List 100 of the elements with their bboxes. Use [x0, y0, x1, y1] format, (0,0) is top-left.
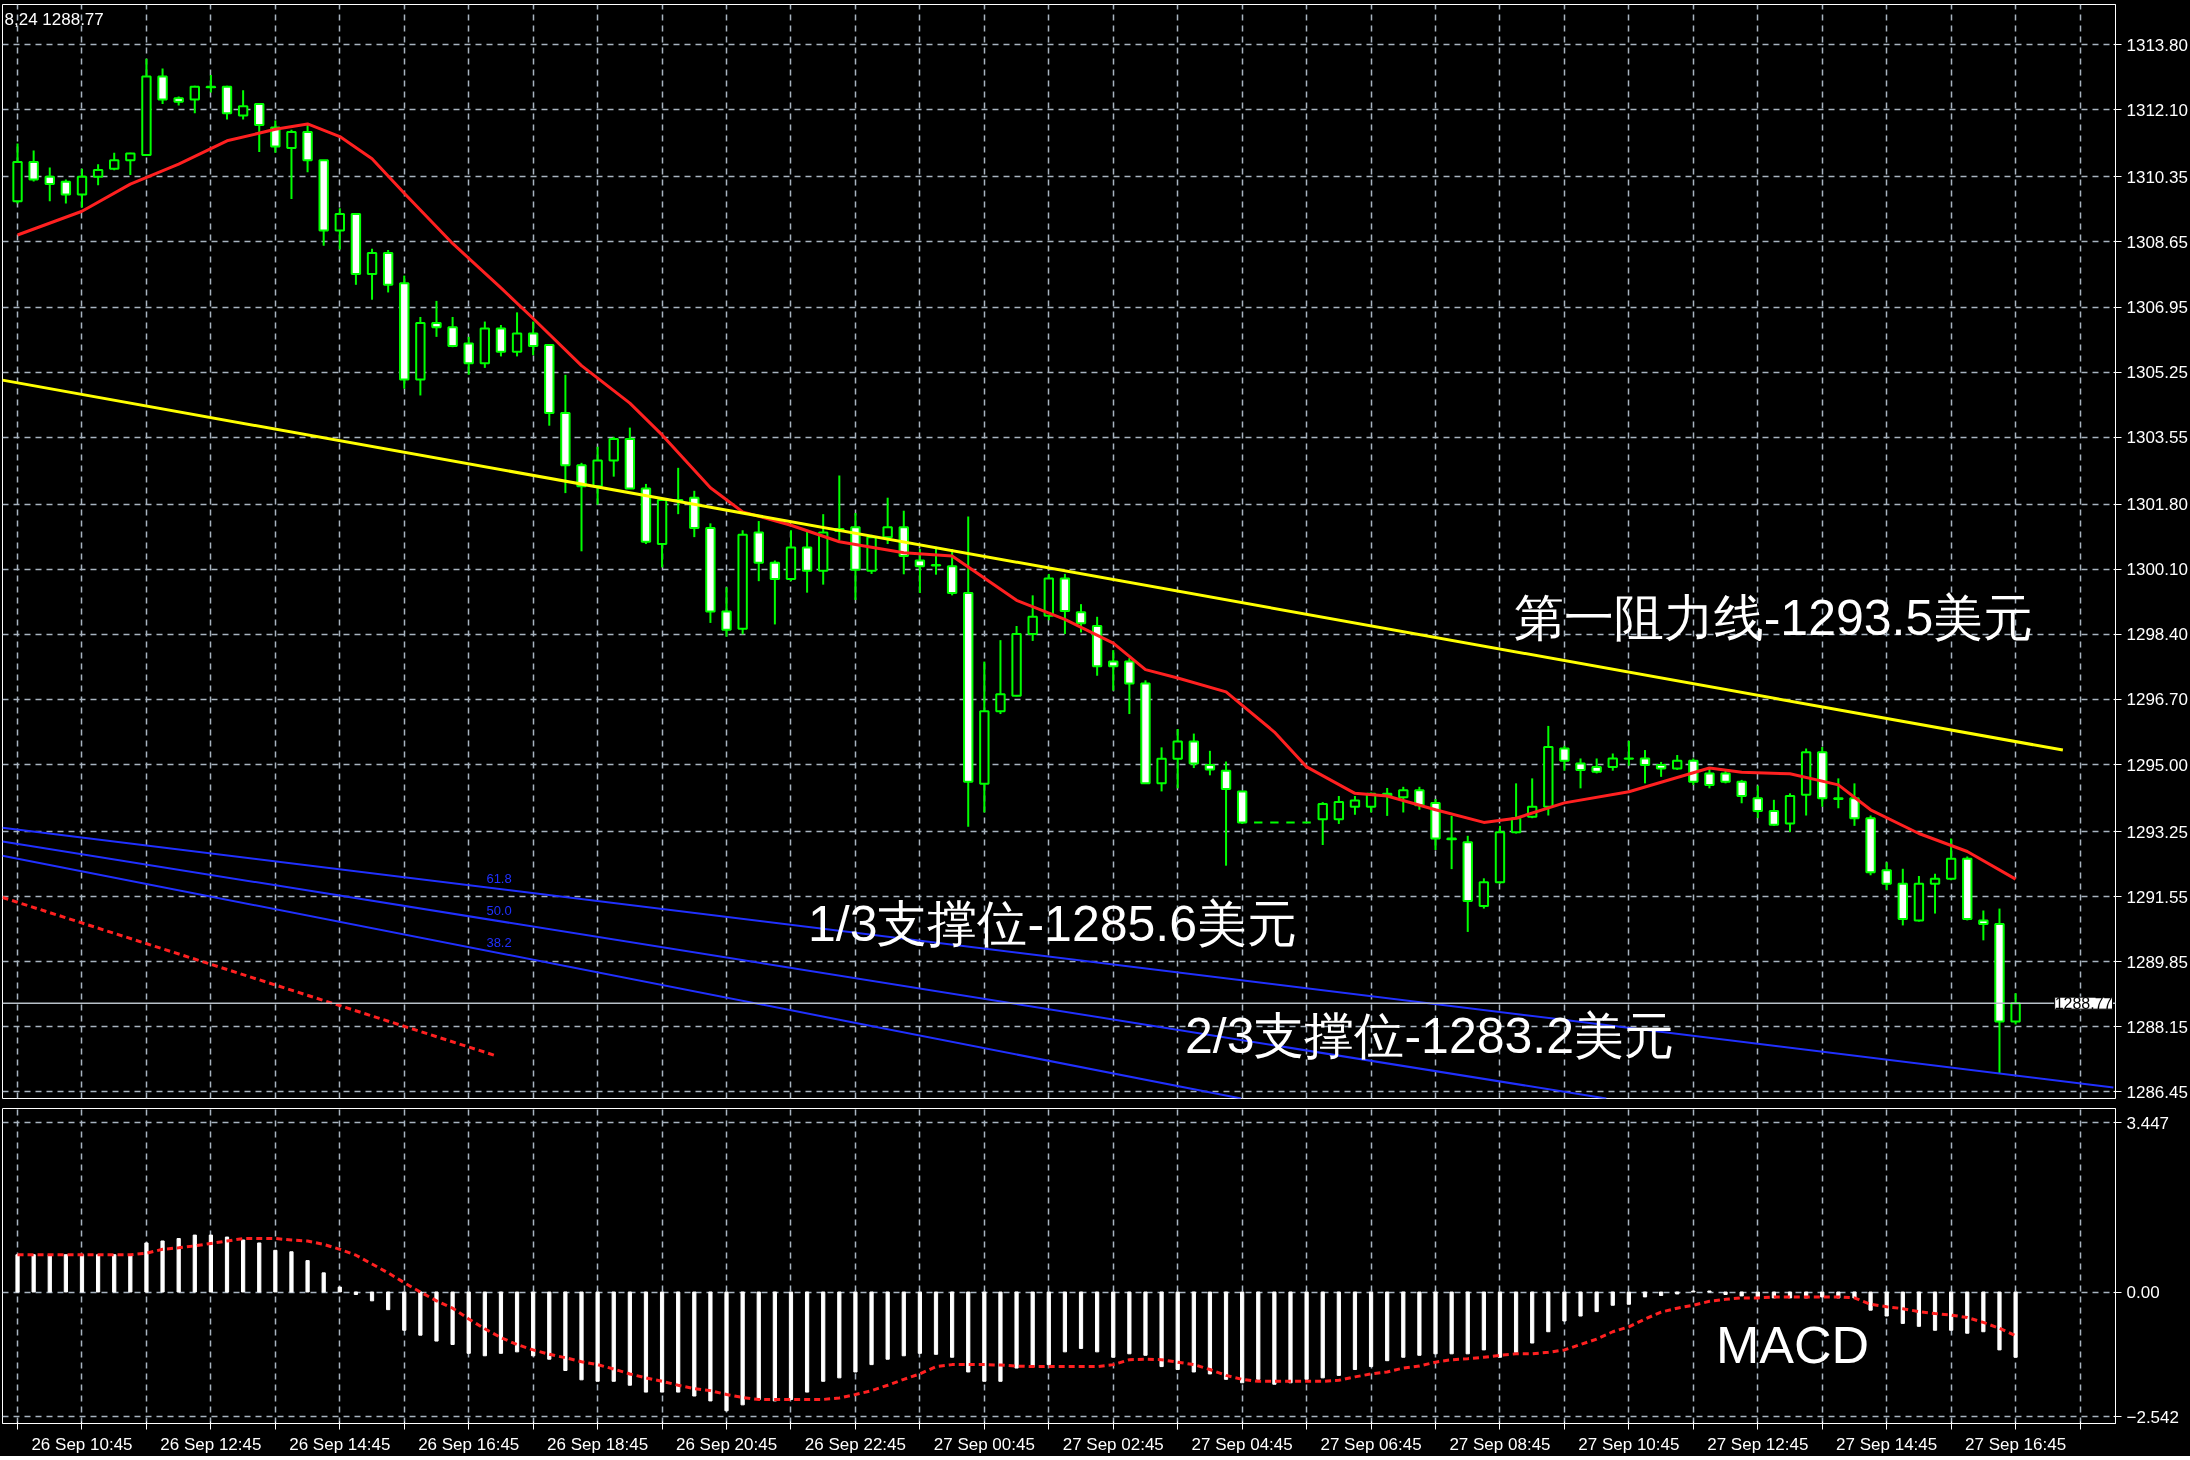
bar: [1368, 1291, 1374, 1368]
candlestick: [995, 639, 1006, 716]
bar: [1626, 1291, 1631, 1305]
candlestick: [334, 207, 345, 251]
candlestick: [1075, 603, 1087, 634]
bar: [788, 1291, 794, 1400]
bar: [1642, 1291, 1648, 1298]
candlestick: [1768, 798, 1780, 827]
bar: [369, 1291, 375, 1302]
bar: [982, 1291, 987, 1382]
candlestick: [1623, 739, 1635, 767]
candlestick: [366, 247, 378, 301]
bar: [418, 1291, 423, 1336]
y-tick-label: 1295.00: [2126, 755, 2188, 775]
candlestick: [28, 149, 39, 183]
candlestick: [1929, 872, 1941, 915]
bar: [676, 1291, 681, 1393]
bar: [933, 1291, 939, 1355]
candlestick: [125, 151, 136, 176]
x-tick-label: 27 Sep 06:45: [1320, 1434, 1422, 1454]
candlestick: [157, 67, 168, 106]
bar: [1997, 1291, 2002, 1351]
y-tick-label: 1289.85: [2126, 952, 2188, 972]
bar: [1159, 1291, 1164, 1368]
bar: [1014, 1291, 1019, 1369]
bar: [79, 1254, 85, 1293]
candlestick: [1752, 784, 1763, 820]
bar: [1932, 1291, 1938, 1331]
bar: [273, 1249, 278, 1293]
bar: [1868, 1291, 1873, 1311]
candlestick: [1639, 749, 1651, 785]
ref-line-label: 1288.77: [2054, 995, 2113, 1013]
bar: [224, 1236, 230, 1293]
bar: [595, 1291, 600, 1382]
candlestick: [1398, 785, 1409, 814]
candlestick: [1124, 657, 1135, 716]
x-tick-label: 26 Sep 14:45: [289, 1434, 391, 1454]
candlestick: [1414, 785, 1425, 811]
bar: [1030, 1291, 1035, 1368]
bar: [241, 1239, 246, 1293]
bar: [128, 1254, 133, 1293]
candlestick: [511, 311, 523, 358]
x-tick-label: 27 Sep 02:45: [1062, 1434, 1164, 1454]
bar: [1417, 1291, 1422, 1356]
bar: [305, 1260, 310, 1293]
candlestick: [527, 320, 539, 357]
candlestick: [721, 586, 732, 638]
y-tick-label: 1301.80: [2126, 495, 2188, 515]
bar: [1916, 1291, 1922, 1327]
bar: [1111, 1291, 1116, 1358]
x-tick-label: 27 Sep 08:45: [1449, 1434, 1551, 1454]
candlestick: [1704, 767, 1715, 790]
bar: [1465, 1291, 1470, 1355]
candlestick: [431, 299, 442, 338]
bar: [386, 1291, 391, 1311]
candlestick: [189, 84, 200, 115]
bar: [1352, 1291, 1358, 1371]
bar: [15, 1254, 20, 1293]
y-tick-label: 1291.55: [2126, 887, 2188, 907]
bar: [1288, 1291, 1293, 1384]
y-tick-label: 1298.40: [2126, 625, 2188, 645]
bar: [257, 1242, 262, 1293]
y-tick-label: 1308.65: [2126, 232, 2188, 252]
bar: [1127, 1291, 1132, 1355]
bar: [1336, 1291, 1341, 1376]
bar: [1240, 1291, 1245, 1384]
bar: [1062, 1291, 1068, 1353]
y-tick-label: 1300.10: [2126, 560, 2188, 580]
y-tick-label: 1288.15: [2126, 1017, 2188, 1037]
bar: [1401, 1291, 1406, 1358]
candlestick: [1220, 760, 1232, 867]
candlestick: [1188, 732, 1199, 770]
x-tick-label: 26 Sep 16:45: [418, 1434, 520, 1454]
bar: [579, 1291, 584, 1381]
bar: [1095, 1291, 1100, 1353]
bar: [1256, 1291, 1261, 1380]
y-tick-label: 1305.25: [2126, 363, 2188, 383]
bar: [1449, 1291, 1454, 1355]
y-tick-label: −2.542: [2126, 1407, 2179, 1427]
y-tick-label: 3.447: [2126, 1113, 2170, 1133]
y-tick-label: 0.00: [2126, 1283, 2160, 1302]
candlestick: [76, 167, 88, 209]
bar: [611, 1291, 616, 1382]
bar: [659, 1291, 665, 1393]
series-label: 38.2: [486, 935, 512, 951]
bar: [531, 1291, 536, 1357]
x-tick-label: 27 Sep 14:45: [1836, 1434, 1938, 1454]
x-tick-label: 26 Sep 12:45: [160, 1434, 262, 1454]
bar: [208, 1234, 214, 1293]
bar: [321, 1272, 326, 1293]
bar: [1481, 1291, 1486, 1351]
bar: [1949, 1291, 1954, 1331]
series-label: 50.0: [486, 903, 512, 919]
bar: [1530, 1291, 1535, 1344]
bar: [853, 1291, 858, 1373]
bar: [112, 1254, 117, 1293]
y-tick-label: 1303.55: [2126, 428, 2188, 448]
y-tick-label: 1293.25: [2126, 822, 2188, 842]
candlestick: [463, 335, 474, 376]
bar: [804, 1291, 810, 1393]
